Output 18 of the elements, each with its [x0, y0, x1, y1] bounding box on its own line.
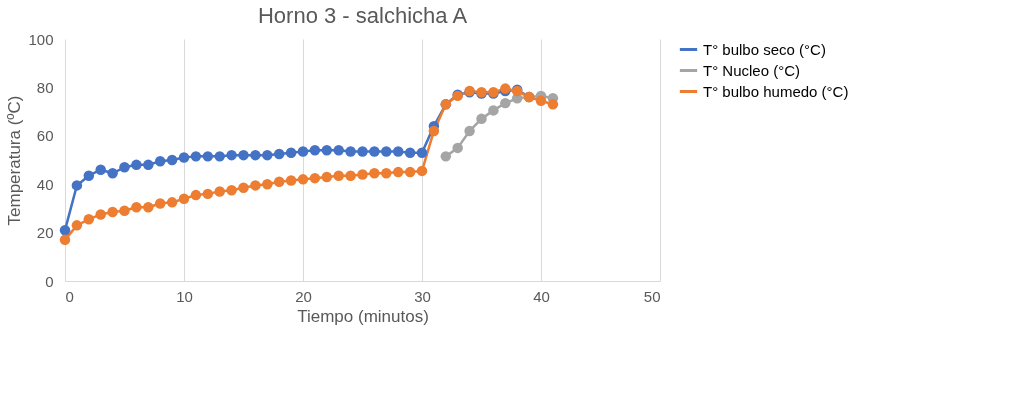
y-tick-label: 40: [36, 175, 54, 193]
y-tick-label: 20: [36, 224, 54, 242]
y-tick-label: 80: [36, 78, 54, 96]
x-tick-label: 0: [65, 287, 74, 305]
x-tick-label: 20: [295, 287, 312, 305]
y-tick-label: 100: [28, 30, 54, 48]
y-axis-title: Temperatura (ºC): [5, 95, 25, 226]
legend-label: T° Nucleo (°C): [703, 61, 801, 79]
x-axis-title: Tiempo (minutos): [297, 306, 429, 326]
y-tick-label: 60: [36, 127, 54, 145]
y-tick-label: 0: [45, 272, 54, 290]
x-tick-label: 50: [643, 287, 661, 305]
x-tick-label: 10: [176, 287, 193, 305]
x-tick-label: 30: [414, 287, 431, 305]
x-tick-label: 40: [533, 287, 550, 305]
legend-label: T° bulbo seco (°C): [703, 40, 826, 58]
chart-title: Horno 3 - salchicha A: [257, 3, 468, 28]
legend-label: T° bulbo humedo (°C): [703, 82, 849, 100]
